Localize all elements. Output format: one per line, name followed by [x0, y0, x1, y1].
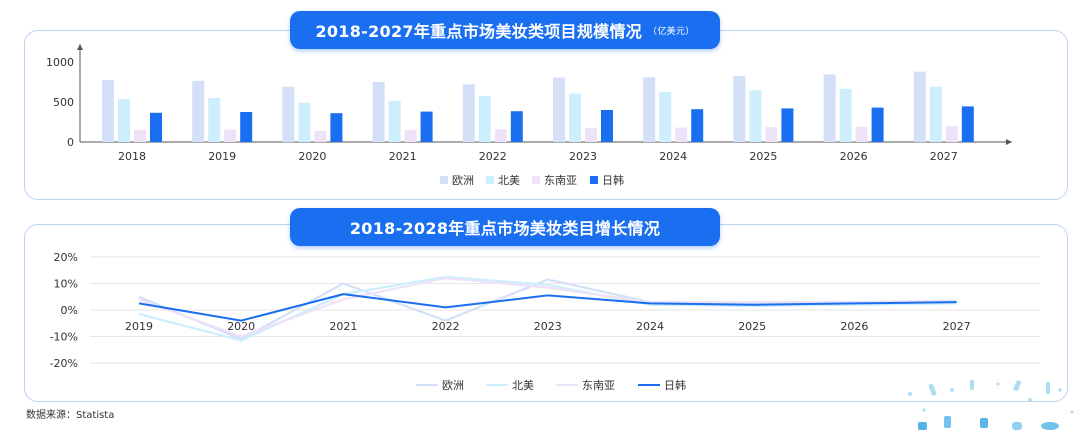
series-line — [138, 293, 957, 322]
bar — [823, 74, 836, 142]
bar — [569, 93, 581, 142]
bar — [553, 77, 565, 142]
y-tick-label: 10% — [54, 278, 78, 291]
bar — [462, 84, 475, 142]
bar — [510, 111, 523, 142]
y-tick-label: 0 — [67, 136, 74, 149]
line-chart-title-text: 2018-2028年重点市场美妆类目增长情况 — [349, 219, 661, 238]
bar — [208, 98, 221, 142]
bar — [404, 130, 417, 142]
bar — [961, 106, 974, 142]
legend-label: 日韩 — [664, 378, 686, 392]
x-tick-label: 2021 — [389, 150, 417, 163]
bar — [372, 82, 385, 142]
bar — [601, 110, 613, 142]
bar — [765, 127, 778, 142]
bar-chart-title: 2018-2027年重点市场美妆类项目规模情况 （亿美元） — [290, 11, 720, 49]
x-tick-label: 2025 — [738, 320, 766, 333]
x-tick-label: 2020 — [227, 320, 255, 333]
series-line — [138, 277, 957, 338]
bar — [224, 129, 237, 142]
y-tick-label: 20% — [54, 251, 78, 264]
bar — [855, 126, 868, 142]
x-tick-label: 2023 — [534, 320, 562, 333]
x-tick-label: 2021 — [329, 320, 357, 333]
bar — [150, 112, 162, 142]
bar — [314, 130, 327, 142]
bar — [749, 90, 762, 142]
x-tick-label: 2025 — [749, 150, 777, 163]
bar — [102, 80, 114, 142]
x-axis-arrow — [1006, 139, 1012, 145]
bar — [420, 111, 433, 142]
legend-label: 东南亚 — [544, 174, 577, 187]
bar — [643, 77, 656, 142]
bar — [945, 126, 958, 142]
legend-swatch — [532, 176, 540, 184]
y-axis-arrow — [77, 44, 83, 50]
line-chart-title: 2018-2028年重点市场美妆类目增长情况 — [290, 208, 720, 246]
bar — [733, 76, 746, 142]
legend-label: 欧洲 — [452, 174, 474, 187]
bar-chart-title-unit: （亿美元） — [648, 26, 695, 37]
legend-label: 欧洲 — [442, 379, 464, 392]
bar — [691, 109, 704, 142]
x-tick-label: 2020 — [298, 150, 326, 163]
bar-chart-title-text: 2018-2027年重点市场美妆类项目规模情况 — [315, 22, 643, 41]
bar — [929, 86, 942, 142]
x-tick-label: 2018 — [118, 150, 146, 163]
bar — [913, 71, 926, 142]
x-tick-label: 2022 — [479, 150, 507, 163]
x-tick-label: 2019 — [208, 150, 236, 163]
legend-label: 北美 — [498, 174, 520, 187]
bar — [585, 128, 597, 142]
legend-swatch — [486, 176, 494, 184]
bar — [240, 112, 253, 142]
bar — [330, 113, 343, 142]
bar — [494, 129, 507, 142]
x-tick-label: 2026 — [840, 150, 868, 163]
y-tick-label: 0% — [61, 304, 78, 317]
legend-swatch — [590, 176, 598, 184]
bar — [675, 127, 688, 142]
bar — [659, 92, 672, 142]
bar — [871, 107, 884, 142]
bar — [282, 86, 295, 142]
x-tick-label: 2024 — [659, 150, 687, 163]
y-tick-label: -20% — [50, 357, 78, 370]
x-tick-label: 2026 — [840, 320, 868, 333]
y-tick-label: 500 — [53, 96, 74, 109]
bar — [192, 80, 205, 142]
y-tick-label: -10% — [50, 331, 78, 344]
x-tick-label: 2019 — [125, 320, 153, 333]
bar — [781, 108, 794, 142]
bar — [388, 100, 401, 142]
legend-label: 日韩 — [602, 173, 624, 187]
x-tick-label: 2022 — [432, 320, 460, 333]
legend-label: 东南亚 — [582, 379, 615, 392]
decoration-cosmetics-icon — [908, 380, 1074, 430]
x-tick-label: 2024 — [636, 320, 664, 333]
bar — [298, 102, 311, 142]
legend-label: 北美 — [512, 379, 534, 392]
bar — [478, 96, 491, 142]
x-tick-label: 2023 — [569, 150, 597, 163]
legend-swatch — [440, 176, 448, 184]
data-source: 数据来源：Statista — [26, 410, 115, 421]
bar — [134, 130, 146, 142]
bar — [118, 99, 130, 142]
x-tick-label: 2027 — [943, 320, 971, 333]
bar — [839, 88, 852, 142]
y-tick-label: 1000 — [46, 56, 74, 69]
x-tick-label: 2027 — [930, 150, 958, 163]
